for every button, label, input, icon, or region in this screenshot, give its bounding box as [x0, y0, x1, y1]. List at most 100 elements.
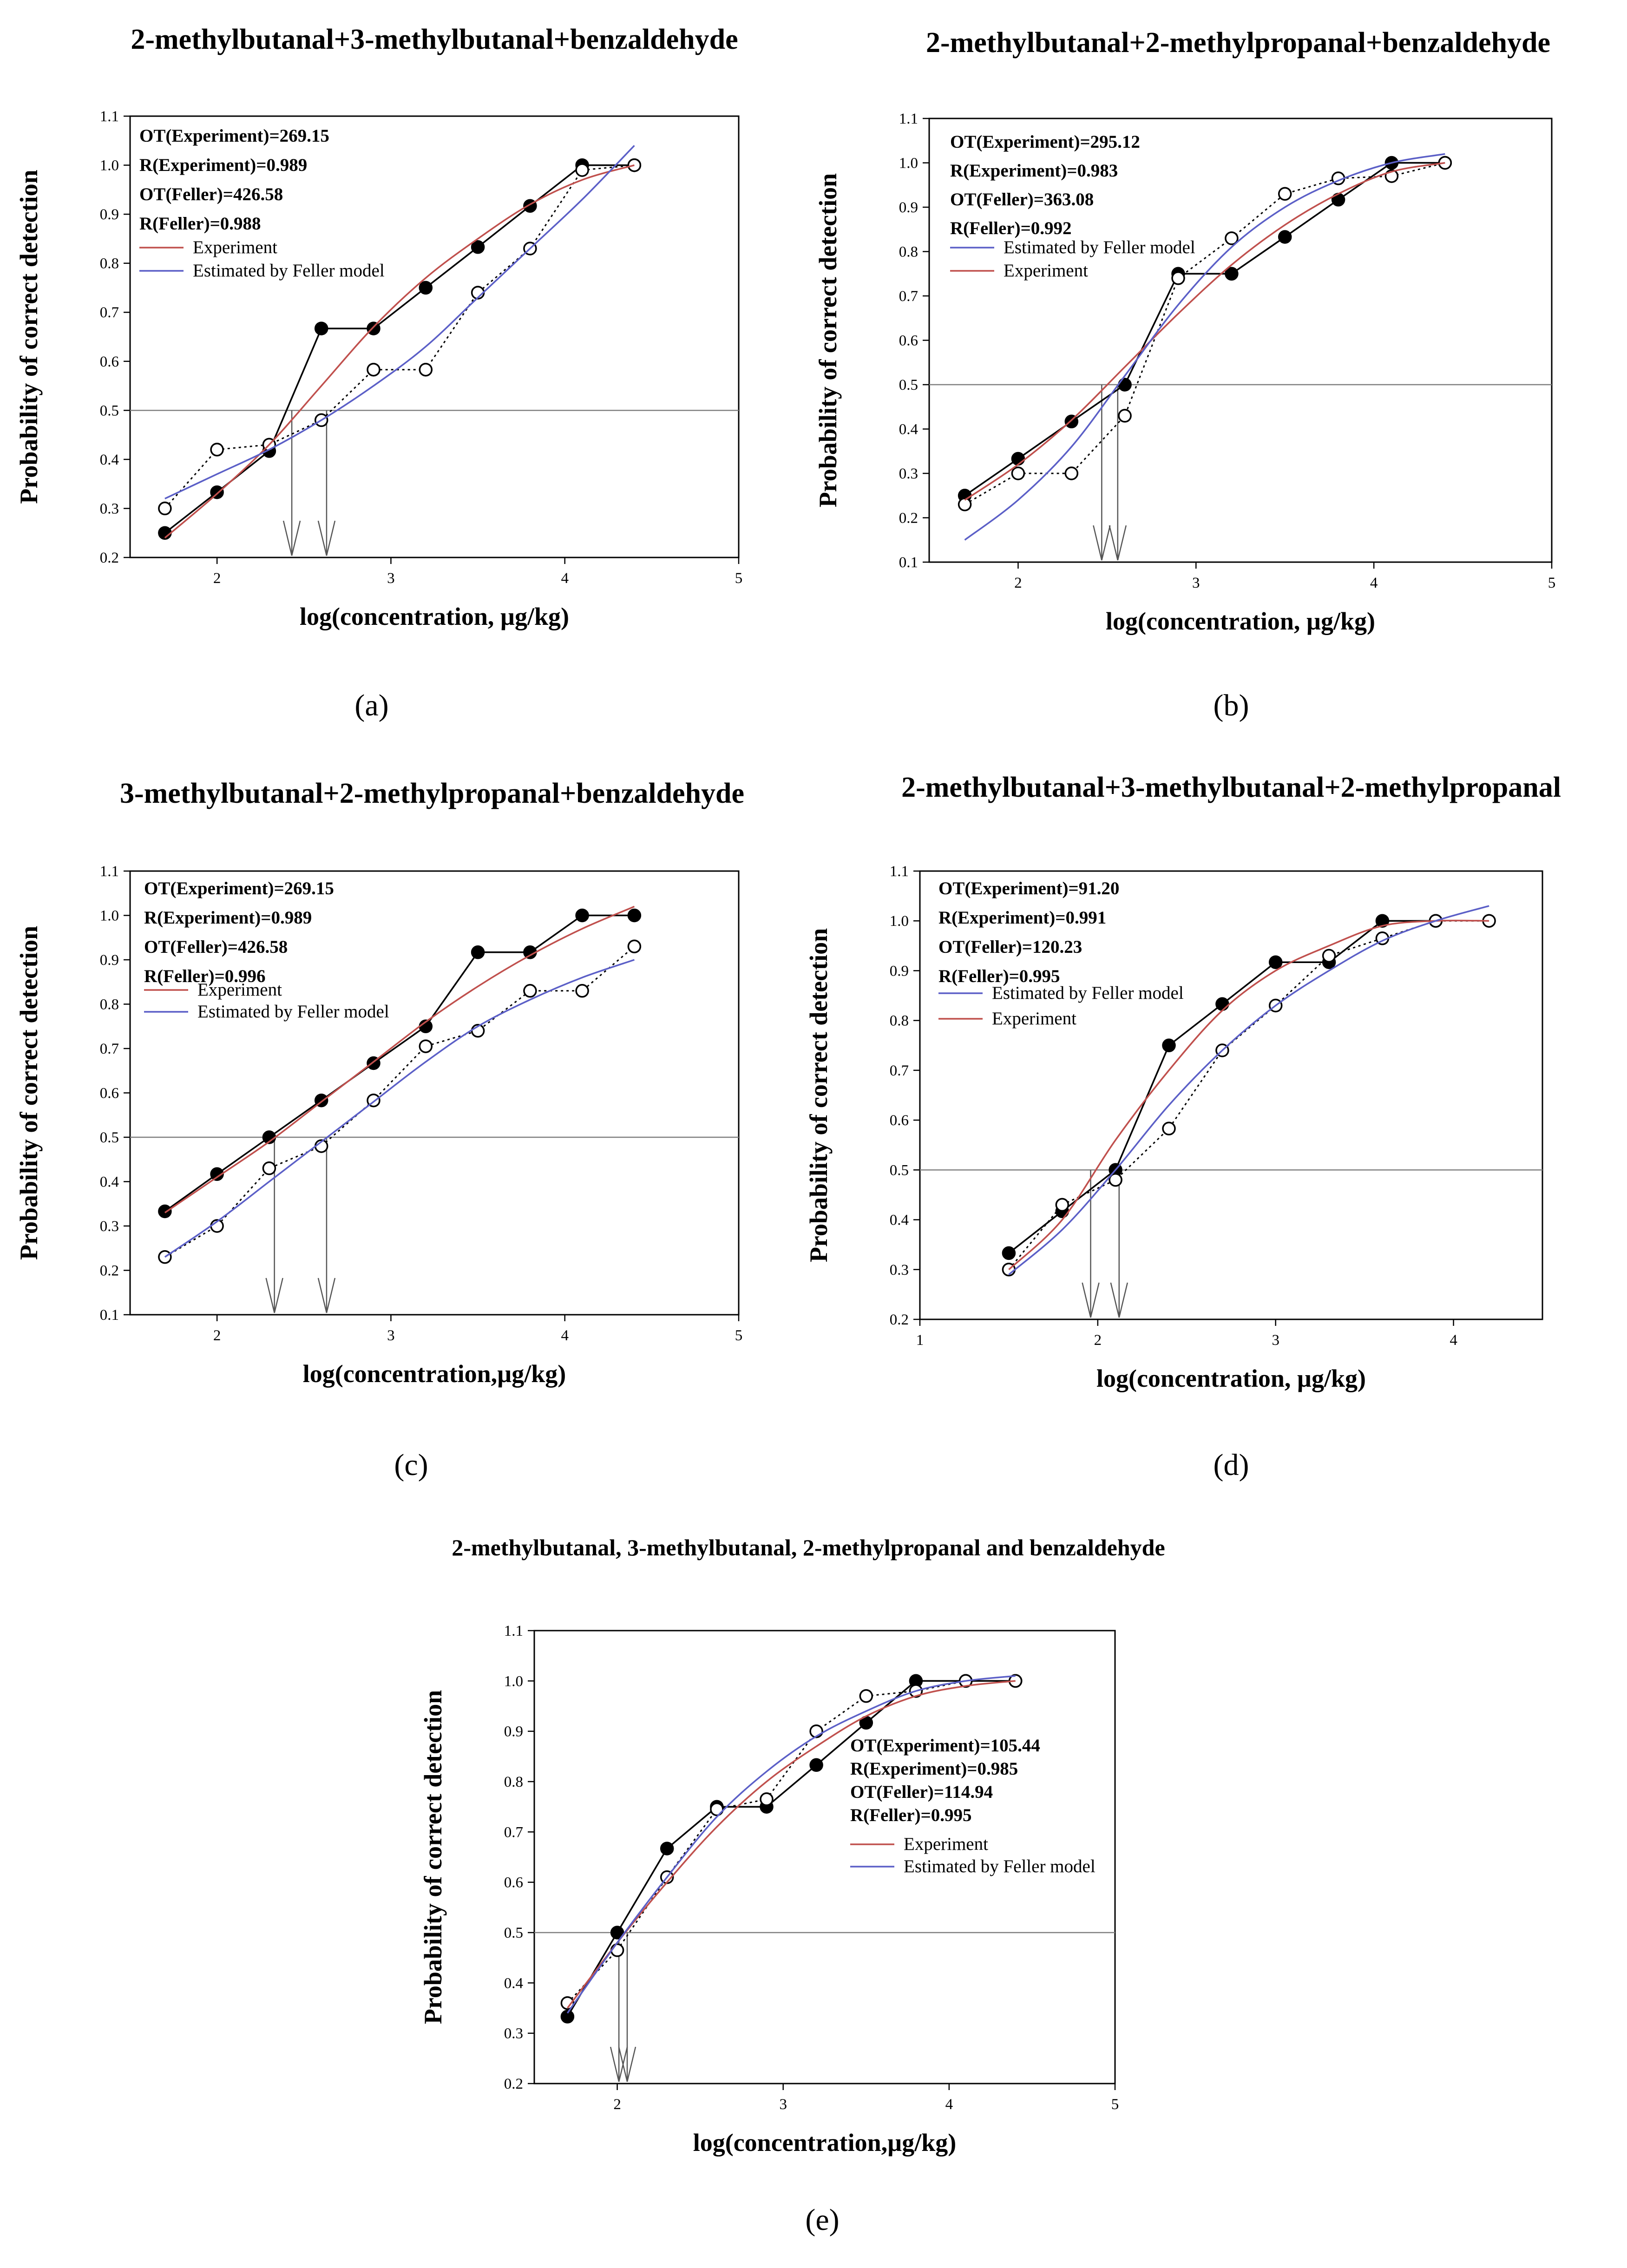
x-axis-label: log(concentration, µg/kg) [1106, 607, 1375, 635]
y-axis-label: Probability of correct detection [15, 926, 43, 1260]
experiment-point [471, 240, 485, 254]
chart-panel-e: 2-methylbutanal, 3-methylbutanal, 2-meth… [419, 1534, 1165, 2237]
y-axis-label: Probability of correct detection [814, 173, 842, 507]
stat-annotation: R(Experiment)=0.985 [850, 1759, 1018, 1779]
chart-title: 3-methylbutanal+2-methylpropanal+benzald… [120, 778, 744, 809]
feller-fit-curve [164, 959, 635, 1258]
feller-point [523, 984, 537, 998]
x-tick-label: 5 [735, 1327, 743, 1344]
y-tick-label: 0.9 [100, 206, 119, 223]
x-tick-label: 3 [387, 1327, 395, 1344]
stat-annotation: OT(Experiment)=105.44 [850, 1736, 1040, 1756]
y-tick-label: 0.4 [100, 1174, 119, 1191]
y-tick-label: 0.5 [100, 1129, 119, 1146]
stat-annotation: OT(Feller)=426.58 [139, 184, 283, 204]
y-tick-label: 0.2 [100, 1263, 119, 1279]
experiment-observed-line [566, 1680, 1016, 2017]
threshold-arrow-head [317, 1278, 336, 1313]
y-tick-label: 1.0 [504, 1673, 523, 1690]
feller-point [158, 501, 172, 516]
feller-point [1322, 949, 1336, 963]
x-tick-label: 4 [1450, 1332, 1457, 1349]
y-tick-label: 1.0 [100, 157, 119, 174]
experiment-fit-curve [964, 162, 1445, 501]
stat-annotation: OT(Experiment)=269.15 [144, 878, 334, 898]
feller-fit-curve [164, 145, 635, 499]
y-tick-label: 0.7 [504, 1824, 523, 1841]
experiment-fit-curve [164, 905, 635, 1213]
feller-point [419, 362, 433, 377]
stat-annotation: OT(Feller)=114.94 [850, 1782, 993, 1802]
experiment-point [1011, 452, 1025, 466]
y-tick-label: 0.8 [890, 1013, 909, 1029]
feller-observed-line [964, 162, 1445, 505]
y-tick-label: 0.7 [100, 304, 119, 321]
y-tick-label: 0.6 [100, 1085, 119, 1102]
x-tick-label: 5 [735, 570, 743, 587]
threshold-arrow-head [282, 520, 301, 556]
y-tick-label: 0.3 [100, 500, 119, 517]
y-tick-label: 0.3 [100, 1218, 119, 1235]
experiment-observed-line [164, 914, 635, 1212]
y-tick-label: 1.1 [100, 108, 119, 125]
stat-annotation: R(Feller)=0.995 [850, 1805, 972, 1825]
plot-frame [919, 870, 1543, 1320]
feller-point [710, 1802, 724, 1816]
chart-title: 2-methylbutanal+3-methylbutanal+benzalde… [131, 24, 738, 55]
stat-annotation: OT(Feller)=120.23 [938, 937, 1082, 957]
feller-point [1118, 409, 1132, 423]
feller-point [859, 1689, 873, 1703]
experiment-observed-line [164, 164, 635, 534]
experiment-point [419, 281, 433, 295]
y-tick-label: 0.5 [899, 377, 918, 393]
x-axis-label: log(concentration,µg/kg) [303, 1360, 566, 1388]
y-tick-label: 0.5 [890, 1162, 909, 1179]
feller-point [627, 939, 642, 954]
y-tick-label: 0.5 [504, 1925, 523, 1941]
experiment-point [367, 321, 381, 335]
y-tick-label: 0.6 [899, 333, 918, 349]
threshold-arrow-head [1110, 1282, 1128, 1318]
y-axis-label: Probability of correct detection [15, 170, 43, 504]
y-tick-label: 1.1 [100, 863, 119, 880]
experiment-observed-line [964, 162, 1445, 497]
y-tick-label: 0.4 [899, 421, 918, 438]
threshold-arrow-head [618, 2046, 636, 2082]
x-tick-label: 2 [1014, 575, 1022, 591]
y-tick-label: 0.2 [504, 2076, 523, 2092]
x-axis-label: log(concentration,µg/kg) [693, 2129, 957, 2157]
stat-annotation: R(Experiment)=0.989 [139, 155, 307, 175]
y-tick-label: 0.3 [899, 465, 918, 482]
x-tick-label: 4 [561, 1327, 569, 1344]
x-axis-label: log(concentration, µg/kg) [1096, 1364, 1366, 1392]
y-tick-label: 1.1 [890, 863, 909, 880]
chart-panel-c: 3-methylbutanal+2-methylpropanal+benzald… [15, 778, 744, 1482]
legend-entry: Estimated by Feller model [992, 983, 1184, 1003]
y-tick-label: 0.9 [899, 199, 918, 216]
y-tick-label: 0.7 [100, 1041, 119, 1057]
y-tick-label: 0.5 [100, 402, 119, 419]
experiment-point [210, 1167, 224, 1181]
legend-entry: Estimated by Feller model [1004, 237, 1195, 257]
stat-annotation: R(Feller)=0.995 [938, 966, 1060, 986]
experiment-point [210, 485, 224, 499]
feller-point [760, 1792, 774, 1806]
feller-point [575, 984, 589, 998]
experiment-point [627, 908, 642, 923]
chart-title: 2-methylbutanal, 3-methylbutanal, 2-meth… [452, 1534, 1165, 1560]
x-tick-label: 2 [213, 1327, 221, 1344]
stat-annotation: OT(Experiment)=269.15 [139, 126, 329, 146]
threshold-arrow-head [317, 520, 336, 556]
legend-entry: Experiment [904, 1834, 988, 1854]
feller-point [575, 163, 589, 177]
feller-point [1011, 466, 1025, 480]
y-axis-label: Probability of correct detection [419, 1690, 447, 2024]
experiment-point [1268, 955, 1283, 969]
feller-point [1225, 231, 1239, 245]
experiment-point [1225, 267, 1239, 281]
feller-point [419, 1039, 433, 1053]
x-tick-label: 2 [613, 2096, 621, 2113]
experiment-fit-curve [1008, 919, 1489, 1271]
legend-entry: Estimated by Feller model [193, 261, 385, 281]
stat-annotation: R(Experiment)=0.991 [938, 908, 1106, 928]
